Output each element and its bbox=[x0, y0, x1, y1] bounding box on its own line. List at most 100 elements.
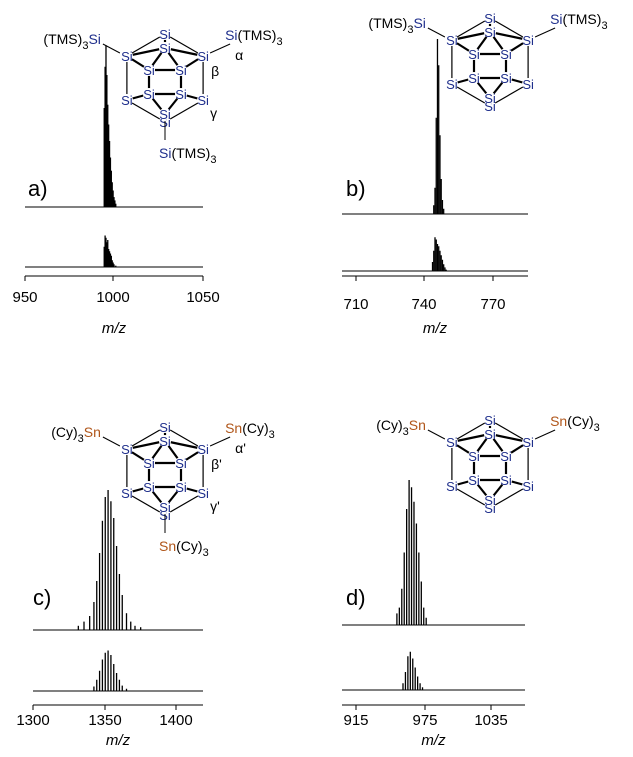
cage-atom-label: Si bbox=[468, 71, 480, 86]
substituent-label: Sn(Cy)3 bbox=[550, 413, 600, 434]
atom-bg bbox=[175, 481, 187, 493]
atom-bg bbox=[120, 50, 133, 62]
cage-atom-label: Si bbox=[484, 11, 496, 26]
cage-atom-label: Si bbox=[197, 486, 209, 501]
cage-atom-label: Si bbox=[446, 479, 458, 494]
cage-atom-label: Si bbox=[197, 442, 209, 457]
cage-atom-label: Si bbox=[143, 480, 155, 495]
cage-bond bbox=[451, 17, 491, 41]
atom-bg bbox=[522, 34, 535, 46]
x-axis-label: m/z bbox=[102, 320, 127, 337]
cage-atom-label: Si bbox=[121, 93, 133, 108]
substituent-part: (TMS) bbox=[563, 11, 602, 27]
substituent-part: (TMS) bbox=[368, 15, 407, 31]
cage-atom-label: Si bbox=[175, 87, 187, 102]
cage-atom-label: Si bbox=[197, 93, 209, 108]
x-tick-label: 770 bbox=[480, 296, 505, 313]
atom-bg bbox=[484, 428, 496, 440]
cage-atom-label: Si bbox=[175, 63, 187, 78]
greek-label: β bbox=[211, 63, 219, 79]
substituent-label: Si(TMS)3 bbox=[225, 27, 282, 48]
atom-bg bbox=[468, 474, 480, 486]
cage-atom-label: Si bbox=[484, 413, 496, 428]
substituent-part: Sn bbox=[225, 420, 242, 436]
substituent-part: 3 bbox=[210, 154, 216, 166]
greek-label: α bbox=[235, 47, 243, 63]
cage-bond bbox=[489, 30, 529, 42]
cage-atom-label: Si bbox=[468, 473, 480, 488]
cage-atom-label: Si bbox=[522, 77, 534, 92]
cage-bond bbox=[164, 426, 204, 450]
cage-atom-label: Si bbox=[522, 479, 534, 494]
cage-bond bbox=[451, 83, 491, 107]
substituent-part: Si bbox=[413, 15, 425, 31]
substituent-part: Sn bbox=[84, 424, 101, 440]
cage-atom-label: Si bbox=[159, 41, 171, 56]
cage-atom-label: Si bbox=[484, 25, 496, 40]
cage-bond bbox=[451, 419, 491, 443]
atom-bg bbox=[159, 42, 171, 54]
cage-atom-label: Si bbox=[121, 49, 133, 64]
substituent-part: (Cy) bbox=[376, 417, 402, 433]
x-tick-label: 915 bbox=[343, 712, 368, 729]
x-axis-label: m/z bbox=[423, 320, 448, 337]
substituent-bond bbox=[209, 436, 231, 447]
atom-bg bbox=[484, 26, 496, 38]
substituent-part: Si bbox=[159, 145, 171, 161]
atom-bg bbox=[175, 88, 187, 100]
x-tick-label: 1300 bbox=[16, 712, 49, 729]
cage-atom-label: Si bbox=[500, 449, 512, 464]
cage-bond bbox=[489, 485, 529, 509]
substituent-part: 3 bbox=[403, 426, 409, 438]
panel-label: d) bbox=[346, 585, 366, 610]
cage-atom-label: Si bbox=[121, 486, 133, 501]
substituent-part: (Cy) bbox=[176, 538, 202, 554]
substituent-part: Sn bbox=[409, 417, 426, 433]
cage-bond bbox=[451, 485, 491, 509]
panel-label: c) bbox=[33, 585, 51, 610]
atom-bg bbox=[175, 457, 187, 469]
x-tick-label: 1400 bbox=[159, 712, 192, 729]
atom-bg bbox=[484, 92, 496, 104]
atom-bg bbox=[500, 72, 512, 84]
substituent-part: Si bbox=[550, 11, 562, 27]
atom-bg bbox=[468, 72, 480, 84]
substituent-label: Si(TMS)3 bbox=[159, 145, 216, 166]
atom-bg bbox=[120, 443, 133, 455]
greek-label: γ' bbox=[210, 498, 220, 514]
cage-atom-label: Si bbox=[468, 47, 480, 62]
cage-atom-label: Si bbox=[446, 77, 458, 92]
cage-atom-label: Si bbox=[175, 480, 187, 495]
atom-bg bbox=[159, 435, 171, 447]
x-tick-label: 950 bbox=[12, 289, 37, 306]
atom-bg bbox=[445, 480, 458, 492]
cage-atom-label: Si bbox=[159, 27, 171, 42]
cage-bond bbox=[126, 46, 166, 58]
x-tick-label: 1050 bbox=[186, 289, 219, 306]
cage-bond bbox=[489, 17, 529, 41]
cage-atom-label: Si bbox=[446, 33, 458, 48]
substituent-part: 3 bbox=[82, 40, 88, 52]
cage-atom-label: Si bbox=[468, 449, 480, 464]
atom-bg bbox=[143, 481, 155, 493]
cage-bond bbox=[451, 30, 491, 42]
substituent-part: (TMS) bbox=[238, 27, 277, 43]
substituent-part: 3 bbox=[594, 422, 600, 434]
substituent-part: 3 bbox=[601, 20, 607, 32]
atom-bg bbox=[159, 28, 171, 40]
cage-atom-label: Si bbox=[500, 473, 512, 488]
atom-bg bbox=[197, 50, 210, 62]
substituent-part: Si bbox=[88, 31, 100, 47]
atom-bg bbox=[143, 457, 155, 469]
substituent-bond bbox=[102, 436, 121, 447]
cage-bond bbox=[451, 432, 491, 444]
cage-atom-label: Si bbox=[522, 435, 534, 450]
substituent-label: (TMS)3Si bbox=[368, 15, 425, 36]
greek-label: α' bbox=[235, 440, 246, 456]
